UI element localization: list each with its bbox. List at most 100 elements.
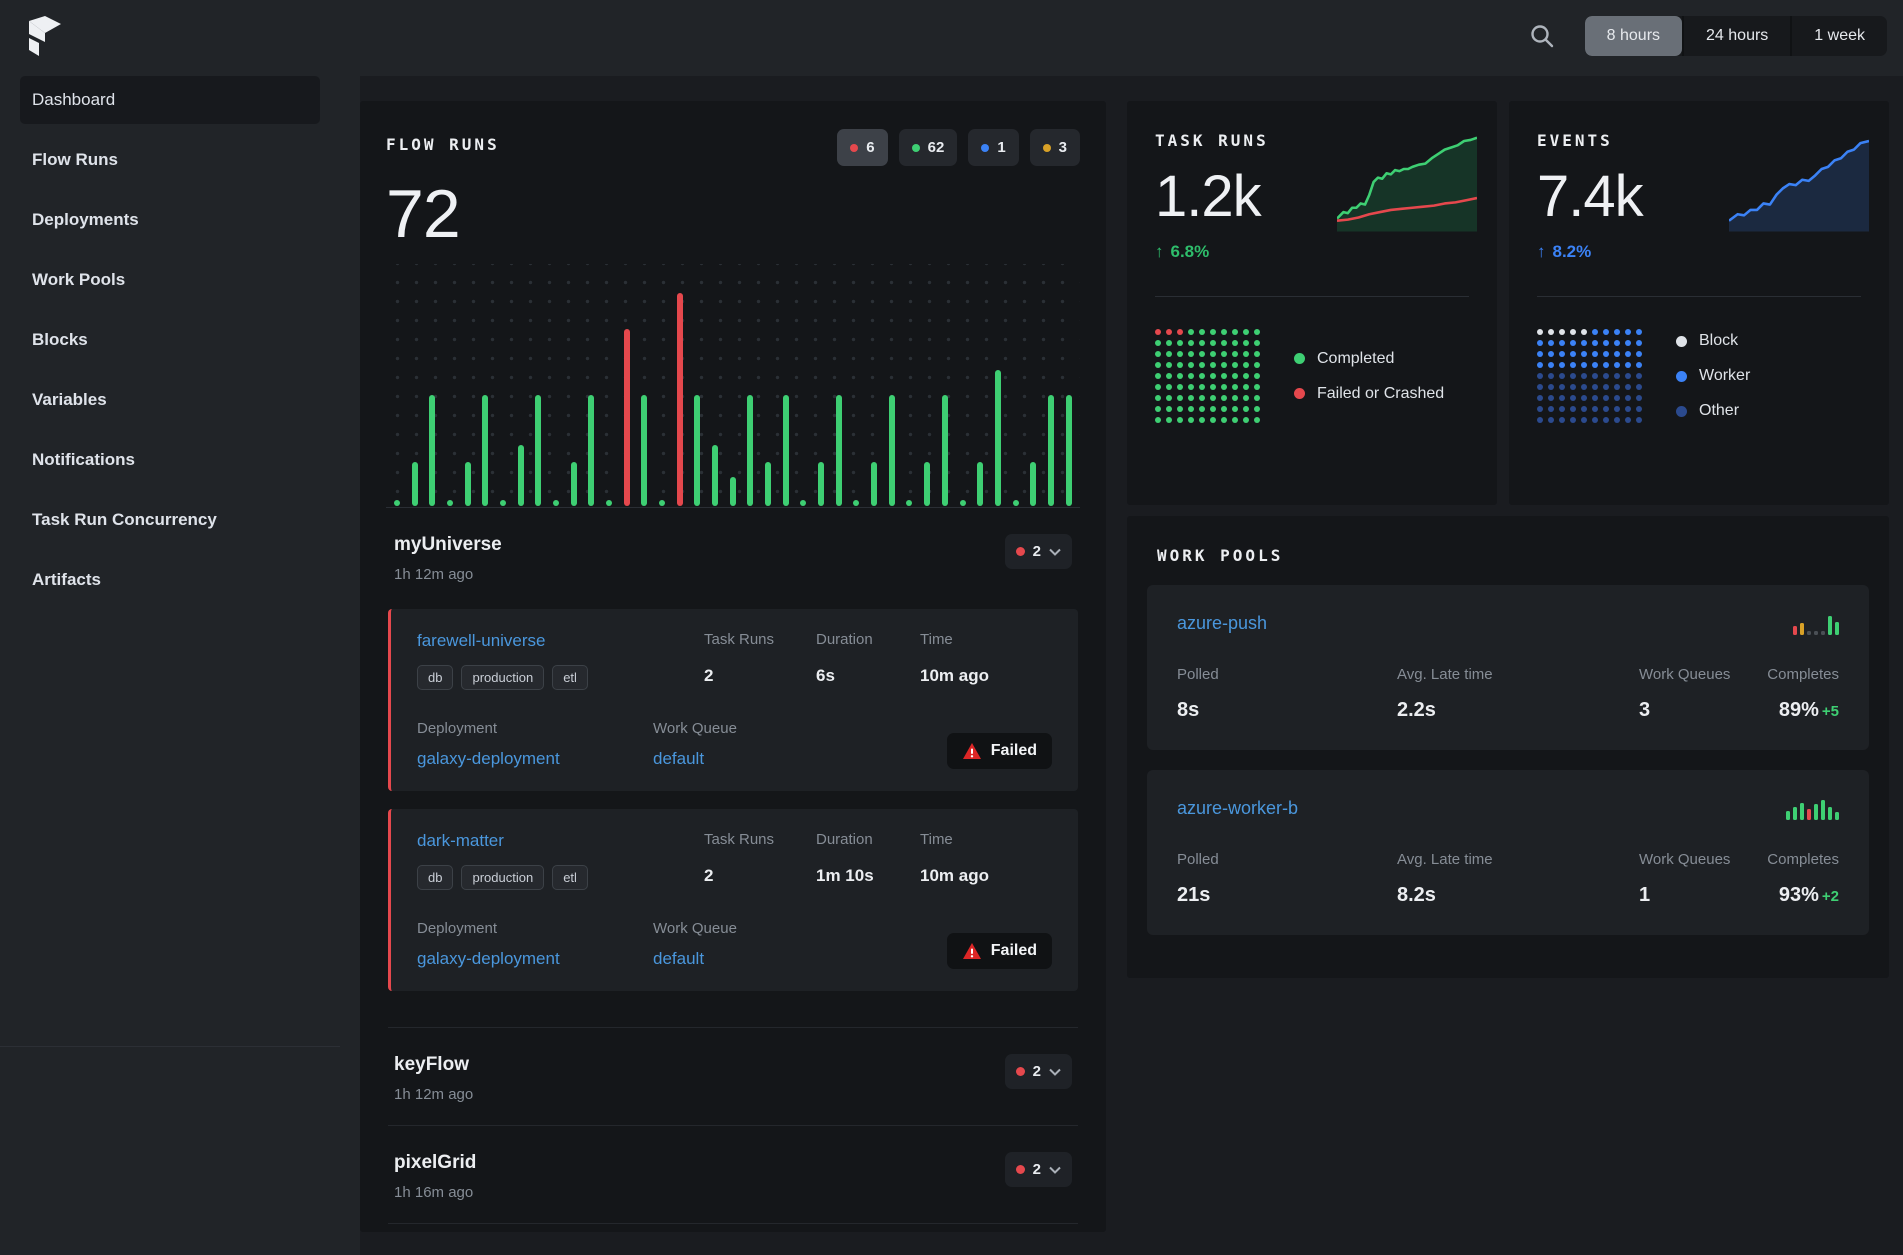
time-value: 10m ago xyxy=(920,866,1052,886)
flow-chart-bar xyxy=(465,462,471,506)
grid-dot xyxy=(1559,340,1565,346)
sparkline-bar xyxy=(1793,807,1797,820)
deployment-link[interactable]: galaxy-deployment xyxy=(417,749,560,769)
sidebar-item-work-pools[interactable]: Work Pools xyxy=(0,256,360,304)
work-queue-link[interactable]: default xyxy=(653,949,704,969)
grid-dot xyxy=(1625,351,1631,357)
completes-delta: +5 xyxy=(1822,703,1839,720)
work-queue-link[interactable]: default xyxy=(653,749,704,769)
legend-dot-icon xyxy=(1294,353,1305,364)
grid-dot xyxy=(1210,373,1216,379)
flow-state-badge[interactable]: 6 xyxy=(837,129,887,166)
failed-label: Failed xyxy=(991,742,1037,760)
grid-dot xyxy=(1548,384,1554,390)
work-pool-link[interactable]: azure-push xyxy=(1177,613,1267,633)
time-range-1-week[interactable]: 1 week xyxy=(1790,16,1887,56)
flow-group-info: pixelGrid1h 16m ago xyxy=(394,1152,476,1201)
grid-dot xyxy=(1254,351,1260,357)
flow-group-state-dropdown[interactable]: 2 xyxy=(1005,534,1072,569)
grid-dot xyxy=(1254,395,1260,401)
state-dot-icon xyxy=(1016,1165,1025,1174)
work-queues-cell: Work Queues1 xyxy=(1639,851,1767,907)
grid-dot xyxy=(1155,362,1161,368)
flow-group-state-dropdown[interactable]: 2 xyxy=(1005,1054,1072,1089)
grid-dot xyxy=(1155,329,1161,335)
flow-run-link[interactable]: farewell-universe xyxy=(417,631,546,650)
flow-runs-bar-chart xyxy=(386,264,1080,508)
state-count: 62 xyxy=(928,139,945,156)
legend-dot-icon xyxy=(1676,371,1687,382)
flow-group-state-dropdown[interactable]: 2 xyxy=(1005,1152,1072,1187)
work-pool-metrics: Polled21sAvg. Late time8.2sWork Queues1C… xyxy=(1177,851,1839,907)
sidebar-item-artifacts[interactable]: Artifacts xyxy=(0,556,360,604)
grid-dot xyxy=(1188,340,1194,346)
grid-dot xyxy=(1548,362,1554,368)
grid-dot xyxy=(1570,373,1576,379)
legend-dot-icon xyxy=(1294,388,1305,399)
grid-dot xyxy=(1581,384,1587,390)
sidebar-item-deployments[interactable]: Deployments xyxy=(0,196,360,244)
sidebar-divider xyxy=(0,1046,340,1047)
sparkline-bar xyxy=(1807,809,1811,820)
grid-dot xyxy=(1188,384,1194,390)
grid-dot xyxy=(1614,417,1620,423)
divider xyxy=(1537,296,1861,297)
work-queue-cell: Work Queuedefault xyxy=(653,720,947,769)
chevron-down-icon xyxy=(1049,1166,1061,1174)
deployment-link[interactable]: galaxy-deployment xyxy=(417,949,560,969)
grid-dot xyxy=(1581,340,1587,346)
work-queue-cell: Work Queuedefault xyxy=(653,920,947,969)
flow-chart-bar xyxy=(836,395,842,506)
sidebar-item-variables[interactable]: Variables xyxy=(0,376,360,424)
deployment-cell: Deploymentgalaxy-deployment xyxy=(417,720,653,769)
grid-dot xyxy=(1199,329,1205,335)
sidebar-item-blocks[interactable]: Blocks xyxy=(0,316,360,364)
grid-dot xyxy=(1232,340,1238,346)
flow-chart-bar xyxy=(624,329,630,506)
grid-dot xyxy=(1166,362,1172,368)
flow-run-tags: dbproductionetl xyxy=(417,865,704,890)
flow-state-badge[interactable]: 1 xyxy=(968,129,1018,166)
sparkline-bar xyxy=(1814,631,1818,635)
sidebar-item-dashboard[interactable]: Dashboard xyxy=(20,76,320,124)
chevron-down-icon xyxy=(1049,1068,1061,1076)
sidebar-item-notifications[interactable]: Notifications xyxy=(0,436,360,484)
grid-dot xyxy=(1166,329,1172,335)
sidebar-item-flow-runs[interactable]: Flow Runs xyxy=(0,136,360,184)
grid-dot xyxy=(1625,395,1631,401)
sparkline-bar xyxy=(1814,804,1818,820)
sparkline-bar xyxy=(1800,623,1804,635)
flow-chart-bar xyxy=(553,500,559,506)
state-count: 2 xyxy=(1033,1063,1041,1080)
prefect-logo-icon xyxy=(22,14,64,60)
state-count: 2 xyxy=(1033,1161,1041,1178)
flow-chart-bar xyxy=(871,462,877,506)
search-button[interactable] xyxy=(1527,21,1557,51)
flow-run-link[interactable]: dark-matter xyxy=(417,831,504,850)
state-count: 6 xyxy=(866,139,874,156)
search-icon xyxy=(1529,23,1555,49)
grid-dot xyxy=(1177,406,1183,412)
flow-chart-bar xyxy=(571,462,577,506)
grid-dot xyxy=(1221,417,1227,423)
sparkline-bar xyxy=(1828,807,1832,820)
grid-dot xyxy=(1614,351,1620,357)
grid-dot xyxy=(1221,362,1227,368)
work-pool-link[interactable]: azure-worker-b xyxy=(1177,798,1298,818)
sparkline-bar xyxy=(1786,811,1790,820)
grid-dot xyxy=(1166,340,1172,346)
tag-db: db xyxy=(417,865,453,890)
time-range-24-hours[interactable]: 24 hours xyxy=(1682,16,1790,56)
flow-state-badge[interactable]: 62 xyxy=(899,129,958,166)
grid-dot xyxy=(1592,373,1598,379)
grid-dot xyxy=(1636,340,1642,346)
sidebar: Dashboard Flow Runs Deployments Work Pools B… xyxy=(0,76,360,1255)
legend-label: Failed or Crashed xyxy=(1317,385,1444,403)
grid-dot xyxy=(1166,406,1172,412)
flow-groups-list: myUniverse1h 12m ago2farewell-universedb… xyxy=(386,508,1080,1224)
sparkline-bar xyxy=(1835,812,1839,820)
time-range-8-hours[interactable]: 8 hours xyxy=(1585,16,1682,56)
sidebar-item-task-run-concurrency[interactable]: Task Run Concurrency xyxy=(0,496,360,544)
flow-state-badge[interactable]: 3 xyxy=(1030,129,1080,166)
grid-dot xyxy=(1559,406,1565,412)
